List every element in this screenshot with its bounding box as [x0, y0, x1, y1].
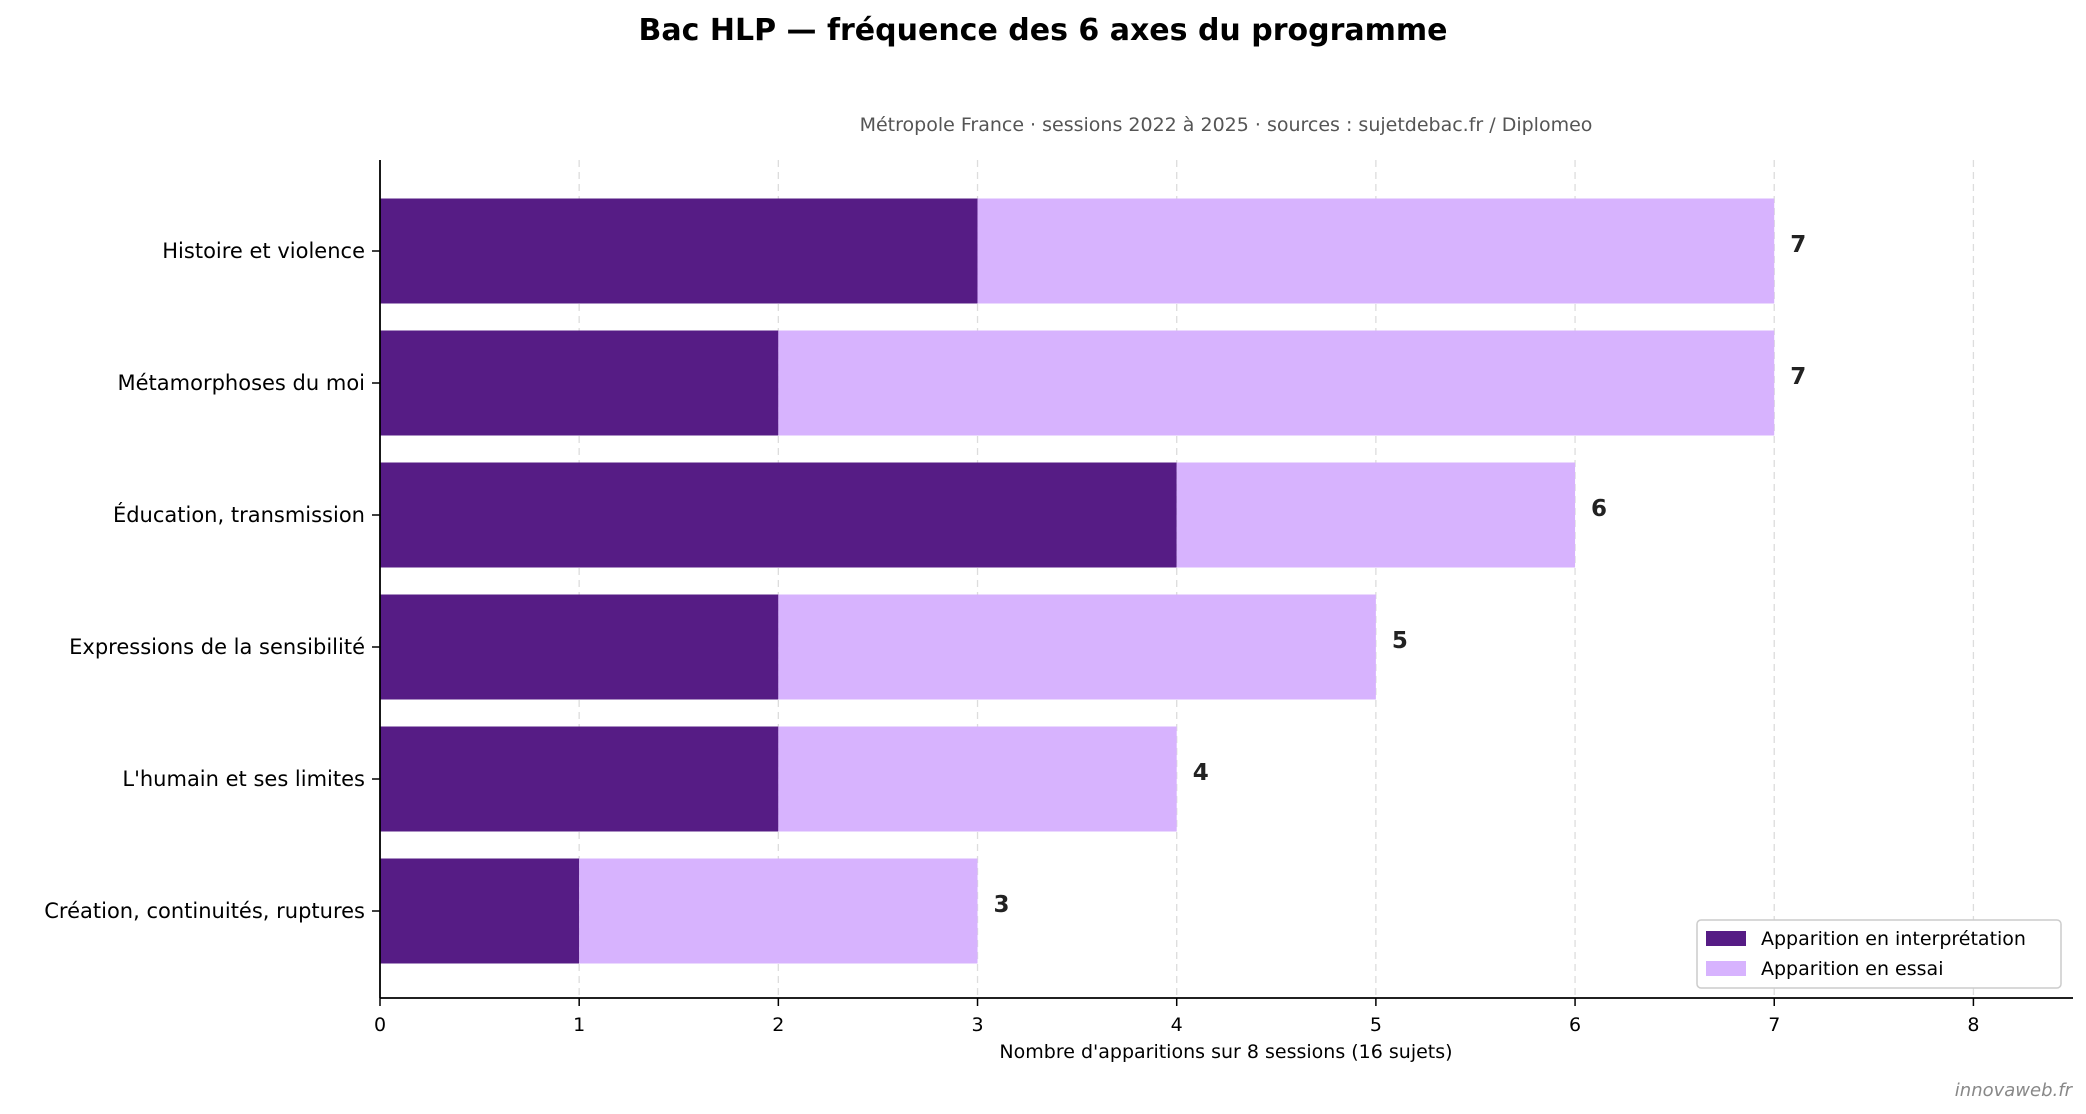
category-label: Éducation, transmission [113, 502, 365, 527]
bar-segment-interpretation [380, 594, 779, 700]
bar-segment-interpretation [380, 858, 580, 964]
category-labels: Histoire et violence Métamorphoses du moi… [44, 239, 365, 923]
category-label: Histoire et violence [162, 239, 365, 263]
value-labels: 7 7 6 5 4 3 [994, 232, 1807, 918]
legend: Apparition en interprétation Apparition … [1696, 919, 2062, 989]
legend-label-interpretation: Apparition en interprétation [1761, 928, 2026, 950]
category-label: L'humain et ses limites [122, 767, 365, 791]
gridlines [578, 160, 1975, 998]
x-tick-label: 3 [971, 1014, 983, 1036]
total-value-label: 7 [1790, 232, 1806, 258]
bar-segment-interpretation [380, 330, 779, 436]
category-label: Métamorphoses du moi [118, 371, 366, 395]
x-tick-label: 6 [1569, 1014, 1581, 1036]
x-tick-label: 5 [1370, 1014, 1382, 1036]
legend-swatch-essai [1706, 961, 1746, 976]
x-tick-label: 7 [1768, 1014, 1780, 1036]
bar-segment-essai [778, 726, 1177, 832]
x-tick-label: 4 [1171, 1014, 1183, 1036]
total-value-label: 3 [994, 892, 1010, 918]
bar-segment-essai [778, 594, 1376, 700]
legend-frame [1696, 919, 2062, 989]
bar-segment-interpretation [380, 462, 1177, 568]
bars [380, 198, 1775, 964]
legend-label-essai: Apparition en essai [1761, 958, 1943, 980]
credit-text: innovaweb.fr [1955, 1080, 2074, 1101]
bar-segment-essai [977, 198, 1775, 304]
axes: 0 1 2 3 4 5 6 7 8 [372, 160, 2073, 1036]
bar-segment-essai [579, 858, 978, 964]
total-value-label: 7 [1790, 364, 1806, 390]
bar-segment-essai [1176, 462, 1576, 568]
bar-segment-interpretation [380, 726, 779, 832]
bar-segment-interpretation [380, 198, 978, 304]
category-label: Expressions de la sensibilité [69, 635, 365, 659]
total-value-label: 6 [1591, 496, 1607, 522]
legend-swatch-interpretation [1706, 931, 1746, 946]
x-tick-label: 1 [573, 1014, 585, 1036]
total-value-label: 5 [1392, 628, 1408, 654]
total-value-label: 4 [1193, 760, 1209, 786]
x-tick-label: 0 [374, 1014, 386, 1036]
chart-subtitle: Métropole France · sessions 2022 à 2025 … [860, 114, 1593, 136]
x-tick-label: 8 [1967, 1014, 1979, 1036]
category-label: Création, continuités, ruptures [44, 899, 365, 923]
chart-title: Bac HLP — fréquence des 6 axes du progra… [639, 13, 1448, 48]
x-axis-label: Nombre d'apparitions sur 8 sessions (16 … [999, 1041, 1452, 1063]
bar-segment-essai [778, 330, 1775, 436]
x-tick-label: 2 [772, 1014, 784, 1036]
